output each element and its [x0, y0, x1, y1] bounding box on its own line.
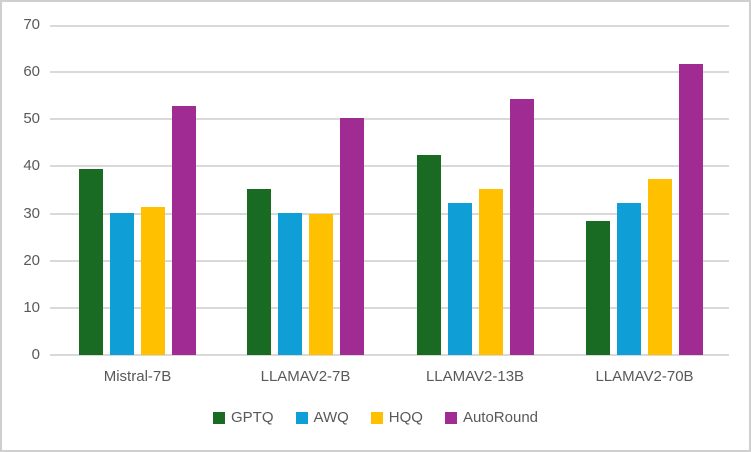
gridline-y30 [50, 213, 729, 215]
bar-autoround-llamav2-13b [509, 99, 534, 355]
legend-marker-gptq [212, 411, 225, 424]
bar-group-llamav2-7b [247, 25, 364, 355]
legend-item-awq: AWQ [295, 409, 349, 426]
bar-hqq-llamav2-13b [478, 189, 503, 355]
legend-item-autoround: AutoRound [444, 409, 539, 426]
gridline-y70 [50, 25, 729, 27]
x-category-label: LLAMAV2-7B [260, 368, 351, 385]
bar-hqq-llamav2-70b [648, 179, 672, 355]
bar-awq-llamav2-13b [447, 203, 472, 355]
plot-area [50, 25, 729, 356]
bar-gptq-llamav2-70b [586, 221, 610, 355]
gridline-y50 [50, 118, 729, 120]
legend-marker-awq [295, 411, 308, 424]
legend-item-gptq: GPTQ [212, 409, 274, 426]
x-category-label: Mistral-7B [103, 368, 172, 385]
x-category-label: LLAMAV2-70B [595, 368, 694, 385]
y-tick-label: 50 [23, 110, 40, 128]
bar-awq-llamav2-7b [278, 213, 302, 355]
legend-label: HQQ [388, 409, 423, 426]
bar-group-mistral-7b [79, 25, 196, 355]
y-tick-label: 60 [23, 63, 40, 81]
legend-item-hqq: HQQ [370, 409, 423, 426]
legend-label: AWQ [313, 409, 349, 426]
legend-marker-autoround [444, 411, 457, 424]
bar-hqq-mistral-7b [141, 207, 165, 355]
y-tick-label: 20 [23, 251, 40, 269]
y-tick-label: 30 [23, 204, 40, 222]
legend-label: AutoRound [462, 409, 539, 426]
y-tick-label: 70 [23, 16, 40, 33]
gridline-y10 [50, 307, 729, 309]
bar-gptq-mistral-7b [79, 169, 103, 355]
bar-gptq-llamav2-13b [416, 155, 441, 355]
bar-autoround-llamav2-70b [679, 64, 703, 355]
x-category-label: LLAMAV2-13B [425, 368, 525, 385]
gridline-y0 [50, 354, 729, 356]
legend-marker-hqq [370, 411, 383, 424]
legend-label: GPTQ [230, 409, 274, 426]
y-tick-label: 40 [23, 157, 40, 175]
gridline-y60 [50, 71, 729, 73]
y-tick-label: 0 [31, 346, 40, 363]
legend: GPTQ AWQ HQQ AutoRound [2, 409, 749, 426]
bar-group-llamav2-13b [416, 25, 534, 355]
bar-autoround-mistral-7b [172, 106, 196, 355]
bar-group-llamav2-70b [586, 25, 703, 355]
bar-hqq-llamav2-7b [309, 214, 333, 355]
bar-autoround-llamav2-7b [340, 118, 364, 355]
gridline-y20 [50, 260, 729, 262]
bar-gptq-llamav2-7b [247, 189, 271, 355]
bar-awq-mistral-7b [110, 213, 134, 355]
y-tick-label: 10 [23, 298, 40, 316]
bar-awq-llamav2-70b [617, 203, 641, 355]
gridline-y40 [50, 165, 729, 167]
